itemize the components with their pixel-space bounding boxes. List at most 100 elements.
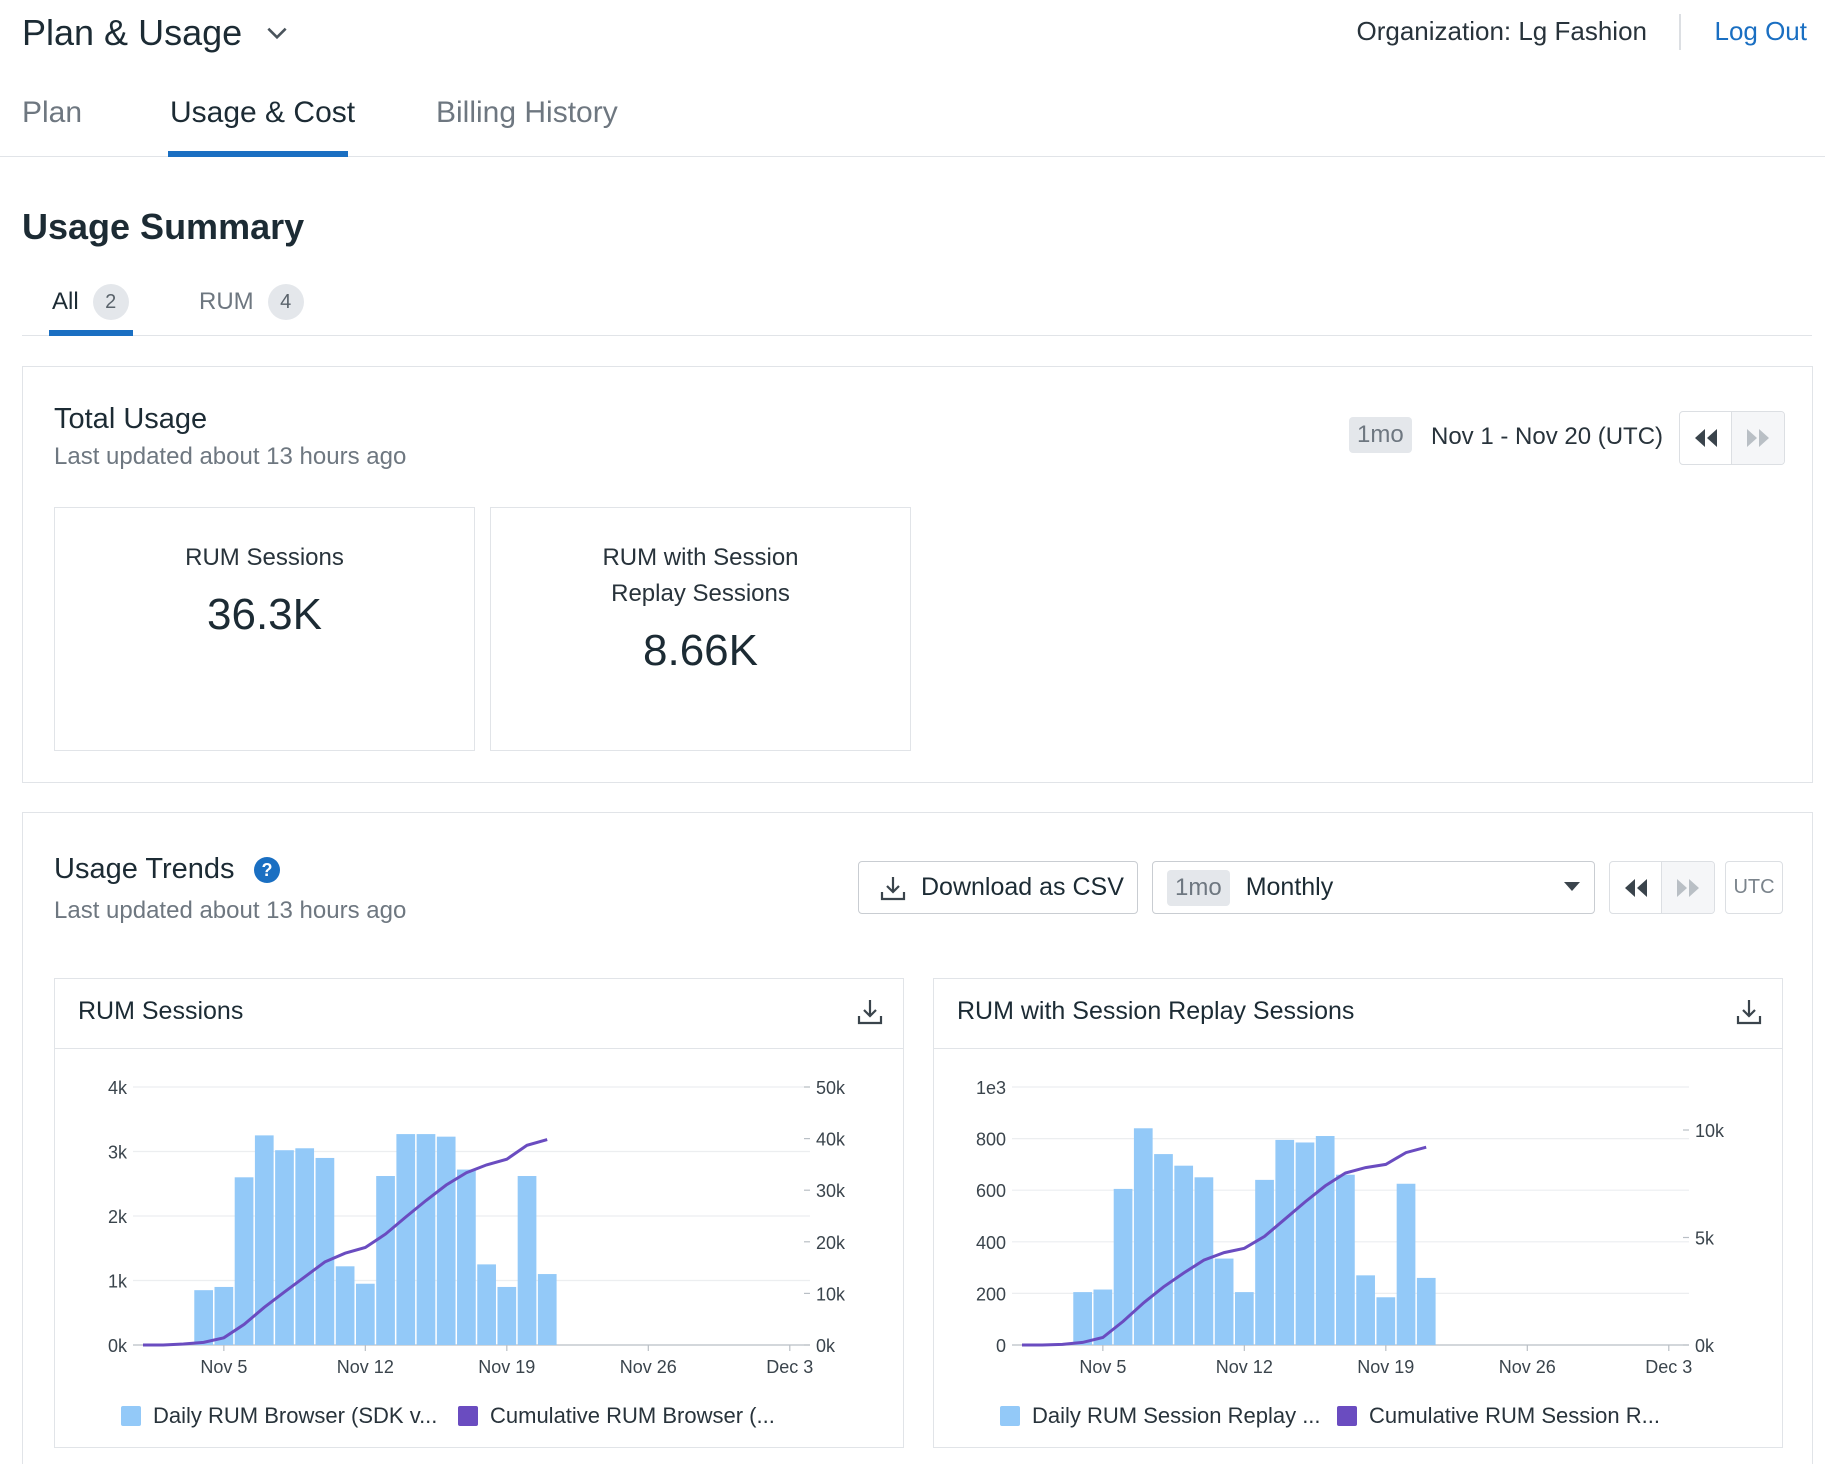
y-left-tick-label: 2k	[108, 1207, 128, 1227]
subtab-all[interactable]: All 2	[52, 284, 129, 320]
chart-rum-sessions: 0k 1k 2k 3k 4k 0k 10k 20k 30k 40k 50k Nov 5 Nov 12 No…	[108, 1078, 846, 1377]
bar	[194, 1290, 213, 1345]
bar	[1093, 1289, 1113, 1345]
bar	[295, 1148, 315, 1345]
chart-download-icon[interactable]	[1734, 997, 1764, 1027]
bar	[1275, 1139, 1295, 1345]
chart-legend: Daily RUM Browser (SDK v... Cumulative R…	[55, 1403, 903, 1439]
legend-item-daily[interactable]: Daily RUM Browser (SDK v...	[121, 1403, 437, 1429]
bar	[355, 1283, 375, 1345]
usage-trends-title: Usage Trends	[54, 853, 235, 885]
y-right-tick-label: 30k	[816, 1181, 846, 1201]
tab-usage-cost[interactable]: Usage & Cost	[170, 96, 356, 129]
bar	[436, 1136, 456, 1345]
legend-item-daily[interactable]: Daily RUM Session Replay ...	[1000, 1403, 1321, 1429]
chart-legend: Daily RUM Session Replay ... Cumulative …	[934, 1403, 1782, 1439]
stat-label: RUM Sessions	[185, 544, 344, 571]
x-tick-label: Nov 19	[478, 1357, 535, 1377]
y-right-tick-label: 10k	[1695, 1121, 1725, 1141]
y-left-tick-label: 1k	[108, 1272, 128, 1292]
download-csv-label: Download as CSV	[921, 873, 1124, 901]
bar	[1315, 1136, 1335, 1345]
y-left-tick-label: 3k	[108, 1143, 128, 1163]
bar	[376, 1176, 395, 1345]
trends-nav	[1609, 861, 1715, 914]
subtab-rum-label: RUM	[199, 288, 254, 315]
stat-card-session-replay: RUM with Session Replay Sessions 8.66K	[490, 507, 911, 751]
previous-period-button[interactable]	[1680, 412, 1732, 464]
total-usage-nav	[1679, 411, 1785, 465]
bar	[335, 1266, 355, 1345]
bar	[477, 1264, 496, 1345]
app-title-dropdown[interactable]: Plan & Usage	[22, 12, 290, 54]
y-right-tick-label: 40k	[816, 1130, 846, 1150]
organization-label: Organization: Lg Fashion	[1356, 16, 1647, 46]
y-right-tick-label: 50k	[816, 1078, 846, 1098]
range-tag: 1mo	[1349, 417, 1412, 453]
period-value: Monthly	[1245, 873, 1334, 901]
subtab-all-label: All	[52, 288, 79, 315]
bar	[1133, 1128, 1153, 1345]
usage-trends-updated: Last updated about 13 hours ago	[54, 897, 407, 924]
chart-title: RUM Sessions	[78, 997, 244, 1025]
bar	[497, 1286, 517, 1345]
total-usage-updated: Last updated about 13 hours ago	[54, 443, 407, 470]
x-tick-label: Nov 19	[1357, 1357, 1414, 1377]
trends-next-button[interactable]	[1662, 862, 1714, 913]
trends-previous-button[interactable]	[1610, 862, 1662, 913]
divider	[1679, 14, 1681, 50]
bar	[457, 1169, 476, 1345]
y-left-tick-label: 1e3	[976, 1078, 1006, 1098]
logout-link[interactable]: Log Out	[1714, 16, 1807, 46]
bar	[315, 1157, 335, 1345]
summary-subtabs: All 2 RUM 4	[22, 276, 1812, 336]
bar	[1154, 1154, 1173, 1345]
y-left-tick-label: 800	[976, 1130, 1006, 1150]
legend-item-cumulative[interactable]: Cumulative RUM Browser (...	[458, 1403, 775, 1429]
x-tick-label: Nov 26	[620, 1357, 677, 1377]
bar	[1356, 1275, 1375, 1345]
chart-card-rum-sessions: RUM Sessions 0k 1k 2k 3k 4k 0k 10k 20k 30k 40k 50k…	[54, 978, 904, 1448]
utc-toggle[interactable]: UTC	[1725, 861, 1783, 914]
cumulative-line	[1022, 1145, 1427, 1347]
subtab-all-count: 2	[92, 284, 129, 320]
x-tick-label: Nov 5	[200, 1357, 247, 1377]
bar	[1376, 1297, 1396, 1345]
next-period-button[interactable]	[1732, 412, 1784, 464]
period-tag: 1mo	[1167, 869, 1230, 906]
chart-download-icon[interactable]	[855, 997, 885, 1027]
tab-plan[interactable]: Plan	[22, 96, 83, 129]
period-select[interactable]: 1mo Monthly	[1152, 861, 1595, 914]
bar	[214, 1286, 234, 1345]
chevron-down-icon	[267, 27, 287, 40]
x-tick-label: Nov 5	[1079, 1357, 1126, 1377]
y-left-tick-label: 200	[976, 1284, 1006, 1304]
stat-label: RUM with Session Replay Sessions	[602, 544, 799, 607]
legend-item-cumulative[interactable]: Cumulative RUM Session R...	[1337, 1403, 1660, 1429]
x-tick-label: Nov 26	[1499, 1357, 1556, 1377]
bar	[275, 1150, 294, 1345]
range-text: Nov 1 - Nov 20 (UTC)	[1431, 423, 1664, 450]
subtab-rum[interactable]: RUM 4	[199, 284, 304, 320]
total-usage-title: Total Usage	[54, 403, 208, 435]
rewind-icon	[1694, 429, 1717, 447]
bar	[1295, 1142, 1315, 1345]
rewind-icon	[1624, 878, 1647, 897]
active-tab-indicator	[168, 151, 348, 157]
help-icon[interactable]: ?	[253, 856, 281, 884]
subtab-rum-count: 4	[267, 284, 304, 320]
tab-billing-history[interactable]: Billing History	[436, 96, 618, 129]
chart-header: RUM with Session Replay Sessions	[934, 979, 1782, 1049]
usage-trends-panel: Usage Trends ? Last updated about 13 hou…	[22, 812, 1813, 1464]
legend-label: Cumulative RUM Session R...	[1369, 1403, 1660, 1428]
bar	[234, 1177, 254, 1345]
stat-value: 36.3K	[207, 590, 322, 639]
legend-swatch	[121, 1406, 141, 1426]
y-left-tick-label: 600	[976, 1181, 1006, 1201]
download-csv-button[interactable]: Download as CSV	[858, 861, 1138, 914]
page-title: Plan & Usage	[22, 12, 243, 53]
chart-card-session-replay: RUM with Session Replay Sessions 0 200 400…	[933, 978, 1783, 1448]
fast-forward-icon	[1677, 878, 1699, 897]
x-tick-label: Nov 12	[337, 1357, 394, 1377]
bar	[1214, 1258, 1234, 1345]
